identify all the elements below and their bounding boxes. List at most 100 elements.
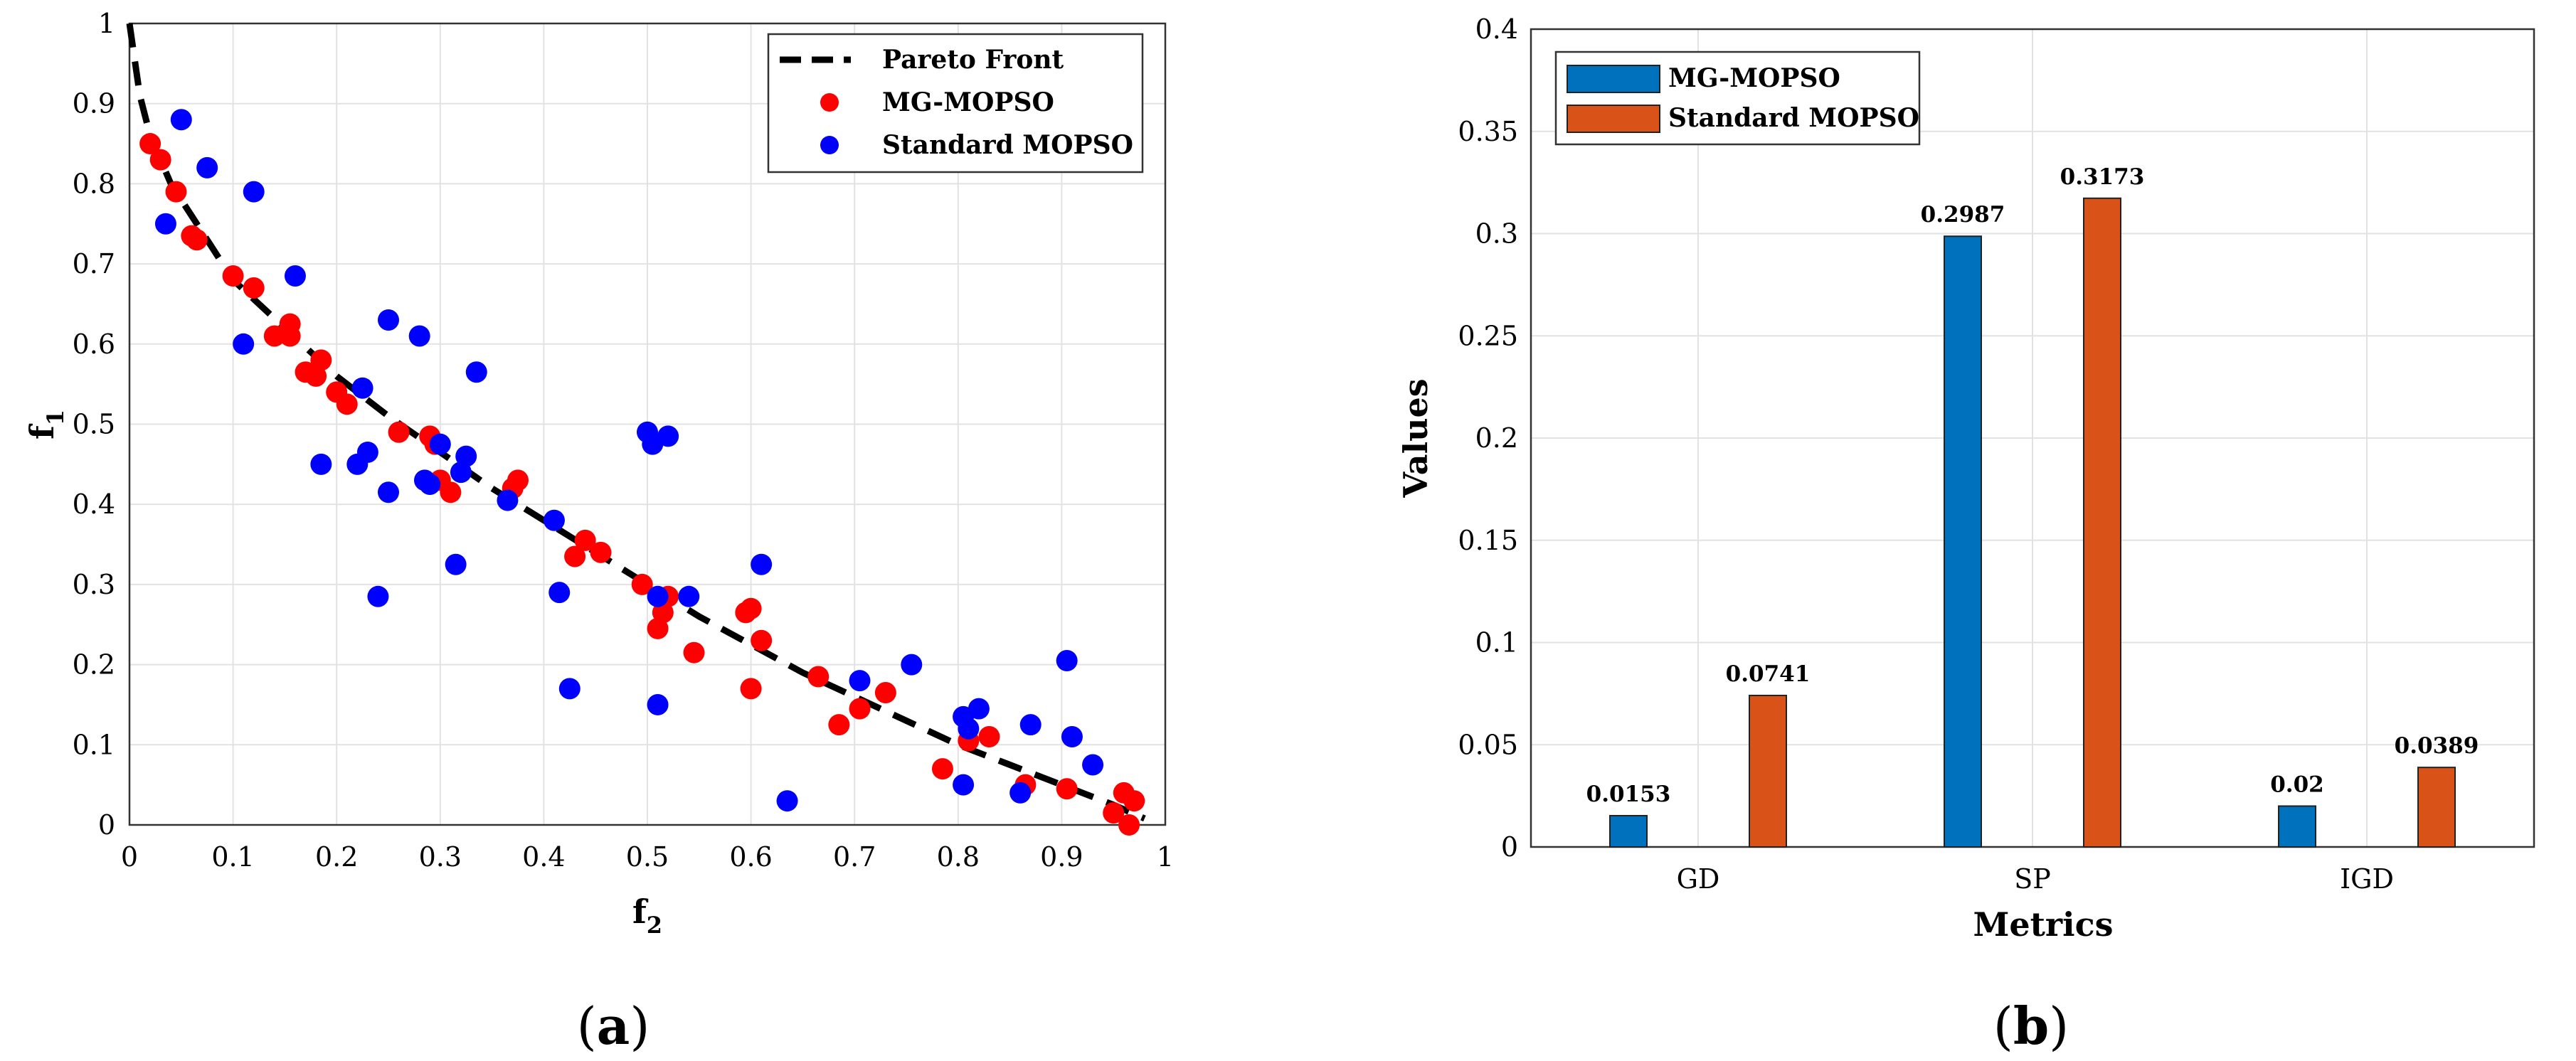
scatter-x-axis-label: f2 — [632, 892, 662, 939]
scatter-y-tick-label: 1 — [98, 8, 115, 39]
legend-pareto-front-label: Pareto Front — [882, 45, 1064, 75]
standard-mopso-point — [678, 585, 700, 607]
standard-mopso-point — [378, 481, 399, 503]
scatter-y-tick-label: 0 — [98, 809, 115, 841]
caption-b: (b) — [1993, 996, 2069, 1056]
standard-mopso-point — [419, 474, 441, 496]
bar-y-tick-label: 0.35 — [1458, 116, 1518, 147]
bar-y-tick-label: 0.4 — [1475, 14, 1518, 45]
standard-mopso-point — [243, 181, 265, 203]
mg-mopso-bar — [1944, 235, 1982, 848]
standard-mopso-point — [776, 790, 798, 812]
standard-mopso-bar — [2083, 197, 2121, 848]
legend-mg-mopso-bar-label: MG-MOPSO — [1668, 63, 1840, 93]
standard-mopso-point — [196, 156, 218, 178]
standard-mopso-point — [647, 585, 669, 607]
mg-mopso-point — [186, 229, 208, 251]
standard-mopso-point — [408, 325, 430, 347]
mg-mopso-point — [1123, 790, 1145, 812]
bar-x-tick-label: GD — [1677, 863, 1720, 895]
bar-plot-frame — [1530, 28, 2535, 848]
standard-mopso-point — [958, 718, 980, 740]
bar-y-tick-label: 0.15 — [1458, 525, 1518, 556]
mg-mopso-point — [507, 469, 529, 491]
legend-standard-mopso-bar-swatch — [1567, 105, 1660, 133]
standard-mopso-point — [1009, 782, 1032, 804]
scatter-y-tick-label: 0.3 — [73, 569, 115, 600]
mg-mopso-point — [849, 698, 871, 720]
svg-text:Values: Values — [1396, 378, 1435, 498]
mg-mopso-point — [222, 265, 244, 287]
mg-mopso-bar-value-label: 0.2987 — [1921, 202, 2005, 228]
bar-series — [1609, 197, 2456, 848]
standard-mopso-bar-value-label: 0.0389 — [2395, 733, 2479, 759]
mg-mopso-bar — [1609, 815, 1648, 848]
scatter-x-tick-label: 0.3 — [419, 841, 462, 873]
standard-mopso-point — [647, 693, 669, 715]
mg-mopso-point — [1118, 814, 1140, 836]
bar-y-tick-label: 0.3 — [1475, 218, 1518, 250]
scatter-x-tick-label: 0.2 — [315, 841, 358, 873]
svg-text:f1: f1 — [23, 410, 69, 439]
scatter-x-tick-label: 0 — [121, 841, 138, 873]
scatter-x-tick-label: 0.8 — [937, 841, 980, 873]
standard-mopso-bar — [1749, 694, 1787, 848]
standard-mopso-bar-value-label: 0.0741 — [1726, 661, 1811, 687]
legend-standard-mopso-bar-label: Standard MOPSO — [1668, 103, 1919, 133]
bar-x-tick-label: IGD — [2340, 863, 2394, 895]
scatter-y-tick-label: 0.1 — [73, 729, 115, 760]
mg-mopso-point — [336, 393, 358, 415]
mg-mopso-point — [683, 641, 705, 663]
scatter-x-ticks: 0 0.1 0.2 0.3 0.4 0.5 0.6 0.7 0.8 0.9 1 — [121, 841, 1174, 873]
legend-mg-mopso-bar-swatch — [1567, 65, 1660, 93]
mg-mopso-point — [807, 666, 829, 688]
bar-data-labels: 0.0153 0.0741 0.2987 0.3173 0.02 0.0389 — [1586, 164, 2479, 807]
scatter-y-axis-label: f1 — [23, 410, 69, 439]
scatter-y-tick-label: 0.7 — [73, 248, 115, 279]
bar-y-tick-label: 0.1 — [1475, 627, 1518, 659]
mg-mopso-point — [388, 421, 410, 443]
bar-y-tick-label: 0.05 — [1458, 729, 1518, 760]
scatter-x-tick-label: 0.5 — [626, 841, 669, 873]
standard-mopso-point — [1061, 726, 1083, 748]
bar-legend: MG-MOPSO Standard MOPSO — [1554, 50, 1921, 146]
standard-mopso-point — [450, 462, 472, 484]
bar-chart: 0 0.05 0.1 0.15 0.2 0.25 0.3 0.35 0.4 0.0153 0.07… — [1396, 14, 2535, 1056]
standard-mopso-point — [170, 109, 192, 131]
mg-mopso-point — [564, 545, 586, 567]
caption-a: (a) — [577, 996, 650, 1056]
mg-mopso-points — [139, 133, 1145, 836]
standard-mopso-point — [445, 553, 467, 575]
scatter-y-ticks: 0 0.1 0.2 0.3 0.4 0.5 0.6 0.7 0.8 0.9 1 — [73, 8, 115, 841]
standard-mopso-point — [968, 698, 990, 720]
standard-mopso-point — [558, 678, 581, 700]
mg-mopso-bar-value-label: 0.0153 — [1586, 782, 1671, 807]
mg-mopso-point — [1056, 778, 1078, 800]
scatter-x-tick-label: 0.9 — [1040, 841, 1083, 873]
mg-mopso-point — [631, 573, 653, 595]
scatter-y-tick-label: 0.5 — [73, 409, 115, 440]
standard-mopso-point — [356, 441, 378, 463]
bar-x-axis-label: Metrics — [1973, 905, 2113, 944]
mg-mopso-point — [310, 349, 332, 371]
mg-mopso-point — [149, 149, 171, 171]
mg-mopso-point — [740, 597, 762, 619]
mg-mopso-point — [647, 617, 669, 639]
mg-mopso-point — [139, 133, 161, 155]
standard-mopso-point — [1082, 754, 1104, 776]
standard-mopso-point — [953, 774, 975, 796]
mg-mopso-point — [263, 325, 285, 347]
standard-mopso-point — [849, 670, 871, 692]
bar-grid — [1531, 28, 2534, 848]
legend-mg-mopso-swatch — [820, 93, 839, 112]
scatter-y-tick-label: 0.2 — [73, 649, 115, 681]
scatter-legend: Pareto Front MG-MOPSO Standard MOPSO — [767, 33, 1144, 174]
mg-mopso-point — [874, 682, 896, 704]
mg-mopso-point — [652, 602, 674, 624]
legend-mg-mopso-label: MG-MOPSO — [882, 87, 1054, 117]
standard-mopso-point — [543, 509, 565, 531]
standard-mopso-point — [465, 361, 487, 383]
mg-mopso-point — [279, 325, 301, 347]
scatter-x-tick-label: 0.7 — [833, 841, 876, 873]
standard-mopso-point — [367, 585, 389, 607]
